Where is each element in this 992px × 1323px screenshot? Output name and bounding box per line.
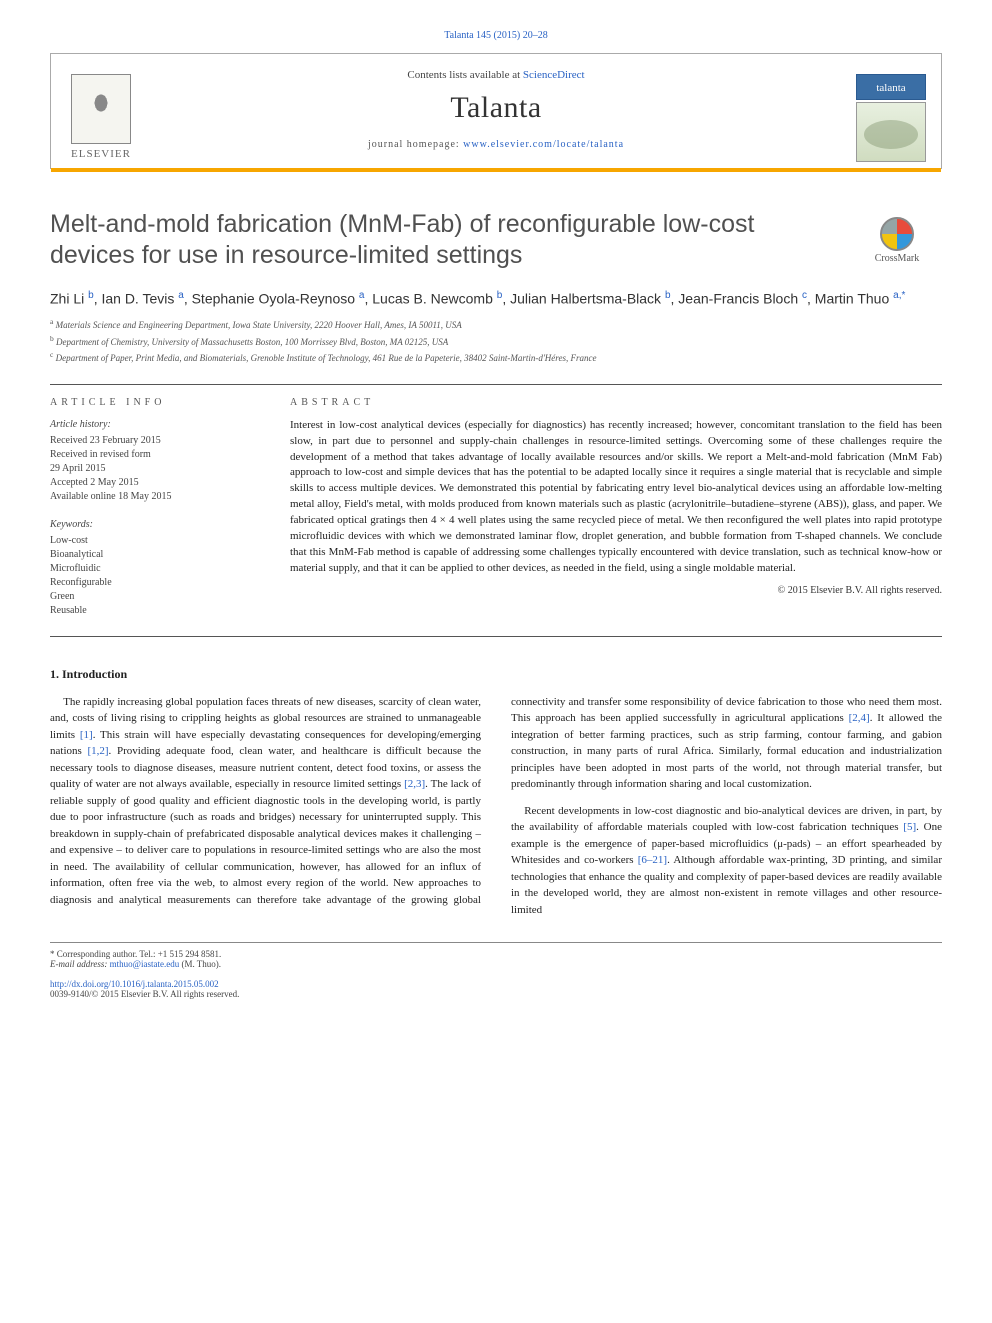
homepage-link[interactable]: www.elsevier.com/locate/talanta	[463, 139, 624, 150]
email-link[interactable]: mthuo@iastate.edu	[110, 959, 180, 969]
email-label: E-mail address:	[50, 959, 110, 969]
citation-link[interactable]: [5]	[903, 821, 916, 833]
article-info-column: ARTICLE INFO Article history: Received 2…	[50, 397, 250, 618]
divider	[50, 636, 942, 637]
citation-link[interactable]: [2,3]	[404, 778, 425, 790]
journal-header: ELSEVIER talanta Contents lists availabl…	[50, 53, 942, 169]
email-suffix: (M. Thuo).	[179, 959, 221, 969]
abstract-copyright: © 2015 Elsevier B.V. All rights reserved…	[290, 585, 942, 596]
citation-link[interactable]: [1,2]	[87, 745, 108, 757]
contents-line: Contents lists available at ScienceDirec…	[51, 69, 941, 81]
keywords-lines: Low-costBioanalyticalMicrofluidicReconfi…	[50, 534, 250, 618]
citation-link[interactable]: [1]	[80, 729, 93, 741]
affiliations: a Materials Science and Engineering Depa…	[50, 316, 942, 366]
contents-prefix: Contents lists available at	[407, 69, 522, 81]
citation-link[interactable]: [2,4]	[849, 712, 870, 724]
abstract-heading: ABSTRACT	[290, 397, 942, 408]
article-title: Melt-and-mold fabrication (MnM-Fab) of r…	[50, 209, 790, 272]
corresponding-author: * Corresponding author. Tel.: +1 515 294…	[50, 949, 942, 959]
top-citation: Talanta 145 (2015) 20–28	[50, 30, 942, 41]
abstract-text: Interest in low-cost analytical devices …	[290, 418, 942, 577]
homepage-prefix: journal homepage:	[368, 139, 463, 150]
homepage-line: journal homepage: www.elsevier.com/locat…	[51, 139, 941, 150]
publisher-text: ELSEVIER	[66, 148, 136, 160]
abstract-column: ABSTRACT Interest in low-cost analytical…	[290, 397, 942, 618]
email-line: E-mail address: mthuo@iastate.edu (M. Th…	[50, 959, 942, 969]
intro-heading: 1. Introduction	[50, 667, 942, 682]
journal-name: Talanta	[51, 91, 941, 125]
article-info-heading: ARTICLE INFO	[50, 397, 250, 408]
top-citation-link[interactable]: Talanta 145 (2015) 20–28	[444, 30, 547, 41]
history-label: Article history:	[50, 418, 250, 432]
elsevier-tree-icon	[71, 74, 131, 144]
issn-line: 0039-9140/© 2015 Elsevier B.V. All right…	[50, 989, 942, 999]
sciencedirect-link[interactable]: ScienceDirect	[523, 69, 585, 81]
intro-body: The rapidly increasing global population…	[50, 694, 942, 919]
history-lines: Received 23 February 2015Received in rev…	[50, 434, 250, 504]
doi-link[interactable]: http://dx.doi.org/10.1016/j.talanta.2015…	[50, 979, 219, 989]
cover-image-icon	[856, 102, 926, 162]
footer: * Corresponding author. Tel.: +1 515 294…	[50, 942, 942, 999]
journal-cover-thumb: talanta	[856, 74, 926, 162]
divider	[50, 384, 942, 385]
publisher-logo: ELSEVIER	[66, 74, 136, 160]
crossmark-widget[interactable]: CrossMark	[852, 217, 942, 264]
talanta-badge: talanta	[856, 74, 926, 100]
crossmark-icon	[880, 217, 914, 251]
keywords-label: Keywords:	[50, 518, 250, 532]
doi-line: http://dx.doi.org/10.1016/j.talanta.2015…	[50, 979, 942, 989]
authors-list: Zhi Li b, Ian D. Tevis a, Stephanie Oyol…	[50, 290, 942, 307]
crossmark-label: CrossMark	[852, 253, 942, 264]
citation-link[interactable]: [6–21]	[638, 854, 667, 866]
